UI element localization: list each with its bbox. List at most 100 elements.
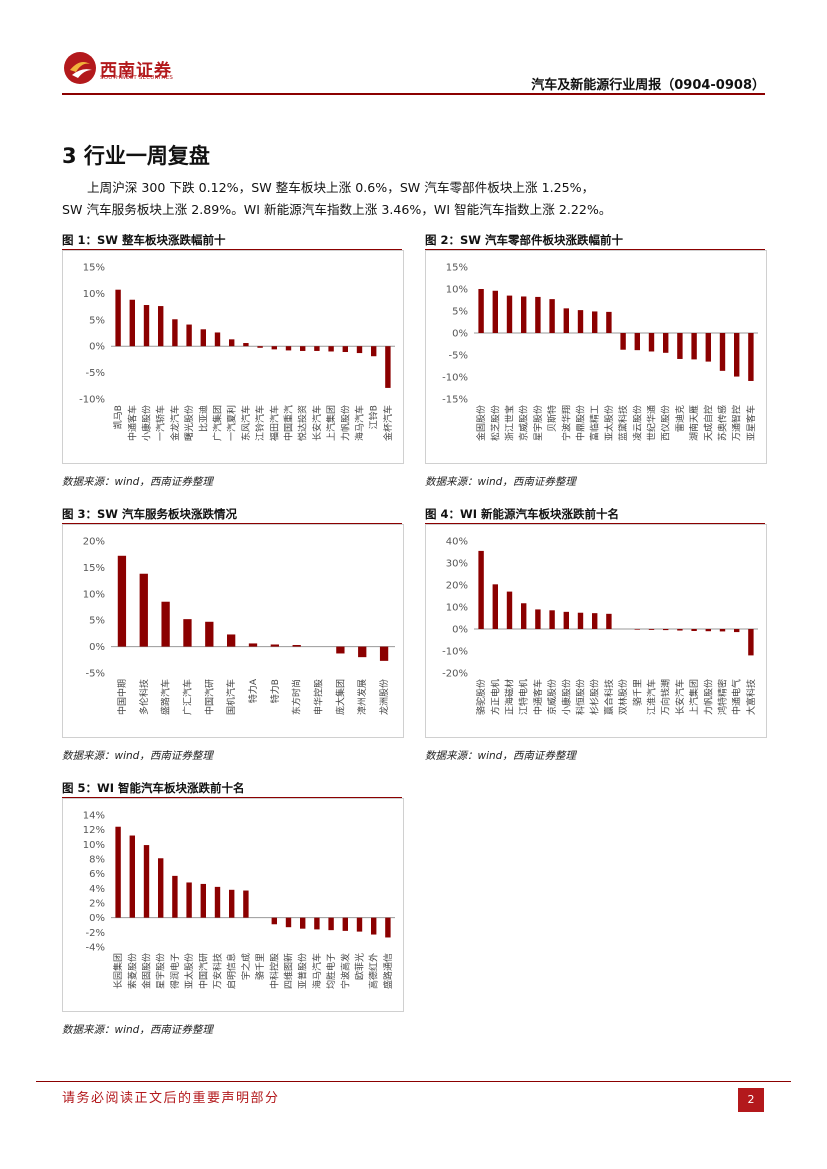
fig4-bar: [577, 612, 584, 629]
fig3-category-label: 国机汽车: [225, 679, 237, 715]
fig2-bar: [648, 333, 655, 352]
fig5-bar: [158, 858, 164, 918]
fig1-category-label: 比亚迪: [197, 405, 209, 432]
fig3-ytick-label: 20%: [83, 537, 105, 548]
fig1-bar: [214, 332, 221, 347]
fig2-bar: [620, 333, 626, 350]
figure-2-title: 图 2：SW 汽车零部件板块涨跌幅前十: [425, 233, 623, 247]
fig1-category-label: 广汽集团: [212, 405, 224, 441]
fig1-bar: [129, 299, 135, 347]
fig5-category-label: 长园集团: [112, 953, 124, 989]
fig1-category-label: 一汽夏利: [226, 405, 238, 441]
fig4-ytick-label: 10%: [446, 603, 468, 614]
fig1-bar: [314, 346, 320, 351]
fig1-category-label: 一汽轿车: [155, 405, 167, 441]
fig4-category-label: 骆驼股份: [475, 679, 487, 715]
fig1-bar: [257, 346, 263, 348]
fig3-category-label: 多伦科技: [138, 679, 150, 715]
fig4-bar: [648, 629, 655, 630]
fig3-bar: [292, 645, 301, 647]
figure-5-source: 数据来源：wind，西南证券整理: [62, 1024, 213, 1036]
fig3-category-label: 广汇汽车: [181, 679, 193, 715]
fig3-bar: [248, 643, 258, 647]
fig1-ytick-label: 10%: [83, 289, 105, 300]
fig5-category-label: 高德红外: [368, 953, 380, 989]
fig5-category-label: 得润电子: [169, 953, 181, 989]
fig1-ytick-label: 0%: [89, 342, 105, 353]
fig5-ytick-label: 6%: [89, 869, 105, 880]
fig3-category-label: 中国中期: [116, 679, 128, 715]
fig5-bar: [143, 845, 150, 918]
fig2-category-label: 雷迪克: [674, 405, 686, 432]
fig1-bar: [143, 305, 150, 347]
fig3-category-label: 盛路汽车: [160, 679, 172, 715]
fig1-bar: [243, 343, 249, 347]
fig5-category-label: 索菱股份: [126, 953, 138, 989]
figure-4-title: 图 4：WI 新能源汽车板块涨跌前十名: [425, 507, 619, 521]
fig5-ytick-label: -2%: [86, 928, 105, 939]
fig1-ytick-label: -10%: [79, 395, 105, 406]
fig4-category-label: 赢合科技: [603, 679, 615, 715]
fig5-ytick-label: 12%: [83, 825, 105, 836]
fig4-category-label: 大富科技: [745, 679, 757, 715]
fig4-category-label: 双林股份: [617, 679, 629, 715]
fig2-bar: [492, 290, 498, 333]
fig3-ytick-label: 10%: [83, 589, 105, 600]
fig4-category-label: 京威股份: [546, 679, 558, 715]
fig4-ytick-label: 30%: [446, 559, 468, 570]
fig3-category-label: 特力A: [247, 678, 259, 703]
fig5-category-label: 中科控股: [268, 953, 280, 989]
fig5-category-label: 骆千里: [254, 953, 266, 980]
fig5-ytick-label: 10%: [83, 840, 105, 851]
fig5-bar: [186, 882, 192, 918]
fig2-bar: [506, 295, 513, 333]
fig5-category-label: 海马汽车: [311, 953, 323, 989]
fig1-category-label: 中通客车: [126, 405, 138, 441]
fig2-category-label: 金固股份: [475, 405, 487, 441]
fig4-category-label: 小康股份: [560, 679, 572, 715]
fig4-category-label: 中通电气: [731, 679, 743, 715]
fig4-bar: [748, 629, 754, 656]
fig5-bar: [271, 917, 277, 925]
fig4-bar: [691, 629, 697, 631]
fig4-category-label: 方正电机: [489, 679, 501, 715]
fig1-category-label: 中国重汽: [283, 405, 295, 441]
fig4-bar: [492, 584, 498, 629]
fig2-bar: [705, 333, 711, 362]
fig5-bar: [328, 917, 334, 931]
fig4-category-label: 科恒股份: [575, 679, 587, 715]
fig2-category-label: 西仪股份: [660, 405, 672, 441]
fig4-category-label: 江特电机: [518, 679, 530, 715]
fig4-bar: [592, 613, 598, 629]
fig3-ytick-label: 15%: [83, 563, 105, 574]
fig2-category-label: 浙江世宝: [504, 405, 516, 441]
logo-icon: [62, 50, 98, 86]
fig1-bar: [385, 346, 391, 388]
fig1-bar: [115, 289, 121, 347]
fig5-category-label: 宇之成: [240, 953, 252, 980]
fig5-ytick-label: 2%: [89, 899, 105, 910]
figure-2-source: 数据来源：wind，西南证券整理: [425, 476, 576, 488]
figure-1-chart: -10% -5% 0% 5% 10% 15% 凯马B 中通客车 小康股份 一汽轿车 金龙汽车 曙光股份…: [62, 250, 404, 464]
fig3-category-label: 庞大集团: [334, 679, 346, 715]
logo-subtitle: SOUTHWEST SECURITIES: [100, 75, 174, 81]
fig4-ytick-label: -20%: [442, 669, 468, 680]
fig2-bar: [663, 333, 669, 353]
fig2-bar: [521, 296, 527, 333]
fig2-ytick-label: 5%: [452, 307, 468, 318]
fig4-bar: [521, 603, 527, 629]
fig3-bar: [227, 634, 236, 647]
figure-2-rule: [425, 249, 765, 250]
fig1-ytick-label: -5%: [86, 368, 105, 379]
fig2-bar: [549, 299, 555, 333]
fig5-bar: [172, 875, 178, 918]
fig1-category-label: 长安汽车: [311, 405, 323, 441]
figure-3-source: 数据来源：wind，西南证券整理: [62, 750, 213, 762]
fig4-bar: [606, 613, 612, 629]
figure-1-rule: [62, 249, 402, 250]
figure-4-chart: -20% -10% 0% 10% 20% 30% 40% 骆驼股份 方正电机 正海磁材 江特电机 中通…: [425, 524, 767, 738]
fig5-ytick-label: 0%: [89, 913, 105, 924]
fig1-category-label: 力帆股份: [339, 405, 351, 441]
fig4-bar: [677, 629, 683, 631]
figure-2-chart: -15% -10% -5% 0% 5% 10% 15% 金固股份 松芝股份 浙江世宝 京威股份 星宇股…: [425, 250, 767, 464]
